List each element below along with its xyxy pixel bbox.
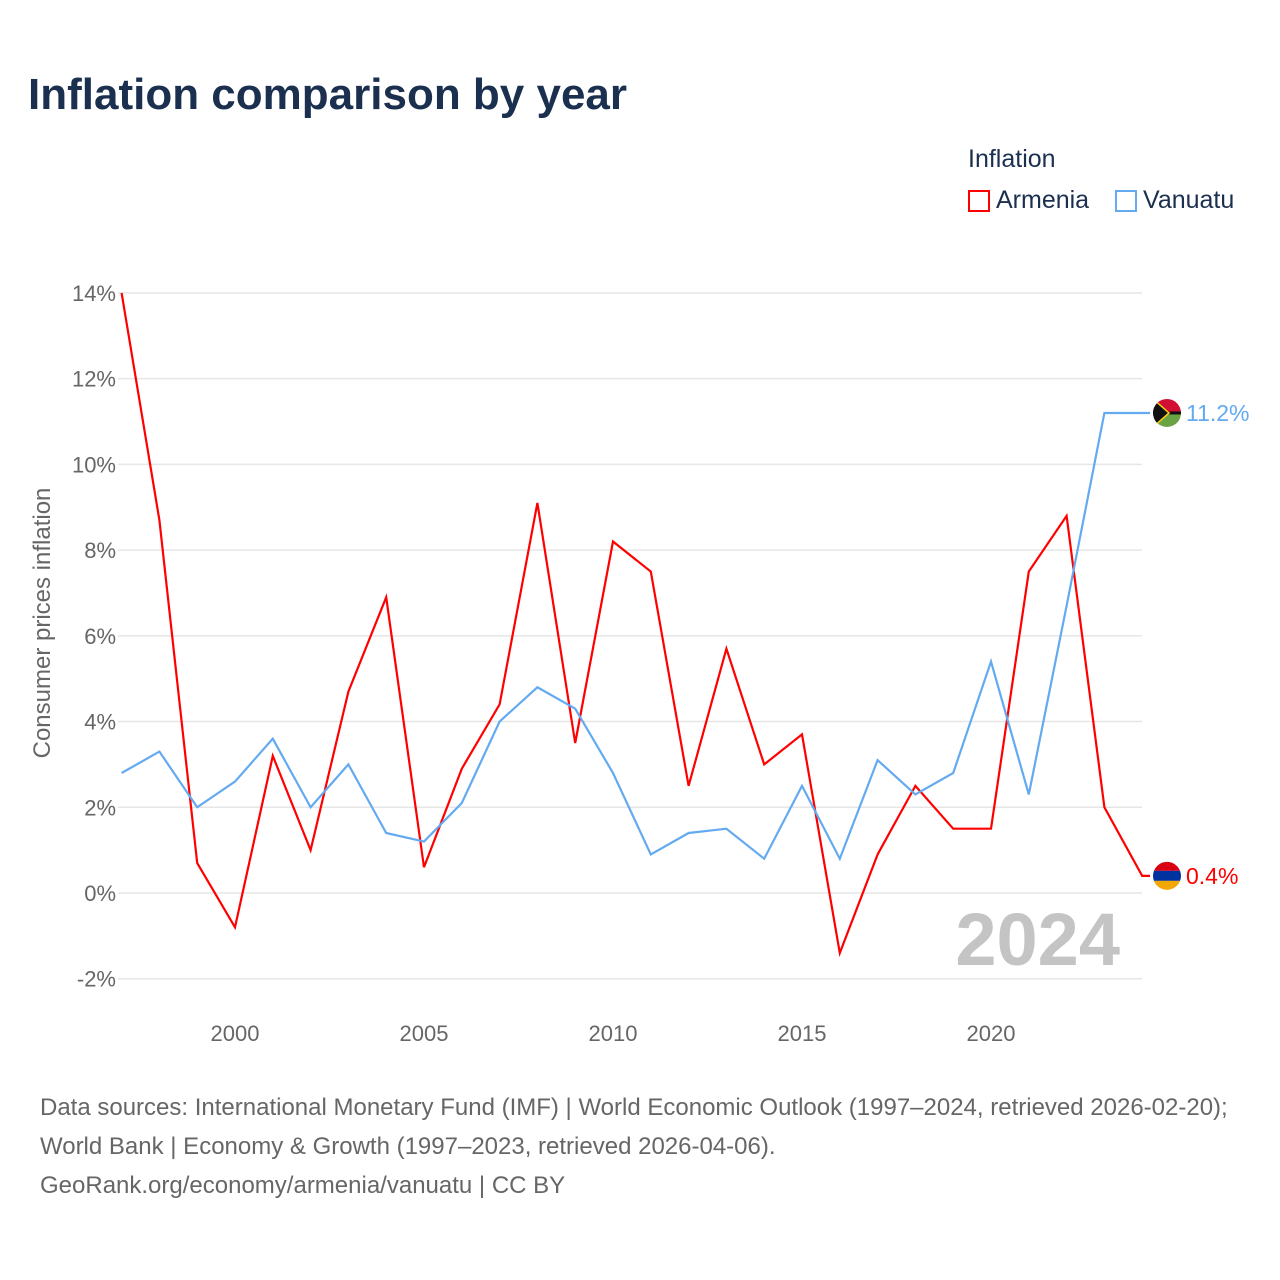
flag-icon-armenia (1153, 861, 1181, 890)
flag-stripe (1153, 861, 1181, 871)
x-tick-label: 2000 (211, 1021, 260, 1046)
legend-label: Vanuatu (1143, 186, 1235, 214)
source-text: Data sources: International Monetary Fun… (40, 1094, 1228, 1160)
series-line-vanuatu (121, 411, 1150, 862)
x-tick-label: 2015 (778, 1021, 827, 1046)
y-tick-label: 8% (84, 538, 116, 563)
series-line-armenia (120, 292, 1150, 958)
source-link[interactable]: GeoRank.org/economy/armenia/vanuatu | CC… (40, 1172, 566, 1199)
legend-swatch (968, 189, 990, 212)
x-tick-label: 2010 (589, 1021, 638, 1046)
end-value-label: 0.4% (1186, 863, 1238, 889)
y-tick-label: 14% (72, 281, 116, 306)
page-title: Inflation comparison by year (28, 70, 628, 119)
y-axis-label: Consumer prices inflation (29, 488, 56, 759)
legend-swatch (1115, 189, 1137, 212)
end-value-label: 11.2% (1186, 400, 1250, 426)
legend-label: Armenia (996, 186, 1090, 214)
flag-icon-vanuatu (1153, 398, 1181, 427)
x-tick-label: 2020 (967, 1021, 1016, 1046)
y-tick-label: -2% (77, 967, 116, 992)
y-tick-label: 2% (84, 795, 116, 820)
y-tick-label: 12% (72, 367, 116, 392)
source-note: Data sources: International Monetary Fun… (40, 1088, 1250, 1205)
legend-title: Inflation (968, 145, 1056, 173)
flag-stripe (1153, 870, 1181, 881)
year-watermark: 2024 (955, 898, 1120, 981)
legend-item-vanuatu[interactable]: Vanuatu (1115, 186, 1234, 215)
x-tick-label: 2005 (400, 1021, 449, 1046)
y-tick-label: 10% (72, 452, 116, 477)
y-tick-label: 4% (84, 710, 116, 735)
y-tick-label: 6% (84, 624, 116, 649)
flag-triangle (1153, 398, 1171, 427)
flag-stripe (1153, 880, 1181, 890)
legend-item-armenia[interactable]: Armenia (968, 186, 1089, 215)
y-tick-label: 0% (84, 881, 116, 906)
